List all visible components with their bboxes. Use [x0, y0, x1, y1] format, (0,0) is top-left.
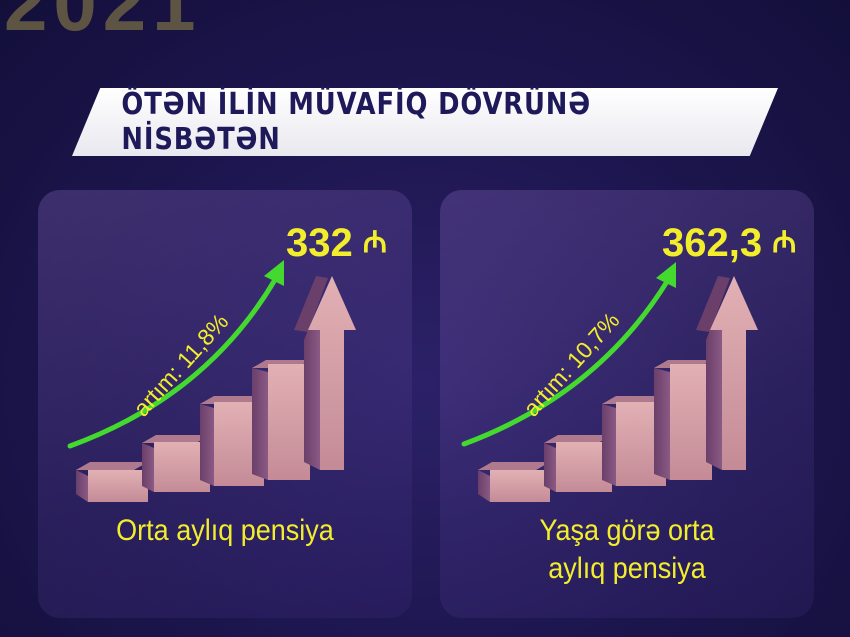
pension-value: 362,3 ₼	[662, 220, 796, 266]
title-banner	[72, 88, 778, 156]
bar-1	[88, 470, 148, 502]
banner-title: ÖTƏN İLİN MÜVAFİQ DÖVRÜNƏ NİSBƏTƏN	[121, 87, 592, 157]
caption-line: Orta aylıq pensiya	[116, 514, 334, 547]
rising-bars-icon	[461, 262, 758, 502]
card-caption: Orta aylıq pensiya	[57, 512, 394, 550]
value-number: 332	[286, 221, 353, 265]
rising-bars-icon	[67, 260, 356, 502]
caption-line: aylıq pensiya	[548, 552, 706, 585]
growth-arrow-icon	[67, 275, 279, 449]
year-watermark: 2021	[4, 0, 202, 47]
growth-arrow-icon	[461, 277, 671, 447]
manat-icon: ₼	[772, 226, 797, 259]
caption-line: Yaşa görə orta	[539, 514, 715, 547]
card-caption: Yaşa görə orta aylıq pensiya	[459, 512, 796, 588]
manat-icon: ₼	[362, 226, 388, 259]
bar-4	[268, 364, 310, 480]
pension-card-average: 332 ₼ artım: 11,8% Orta aylıq pensiya	[38, 190, 412, 618]
bar-4	[670, 364, 712, 480]
value-number: 362,3	[662, 221, 763, 265]
pension-card-age: 362,3 ₼ artım: 10,7% Yaşa görə orta aylıq…	[440, 190, 814, 618]
bar-1	[490, 470, 550, 502]
pension-value: 332 ₼	[286, 220, 387, 266]
